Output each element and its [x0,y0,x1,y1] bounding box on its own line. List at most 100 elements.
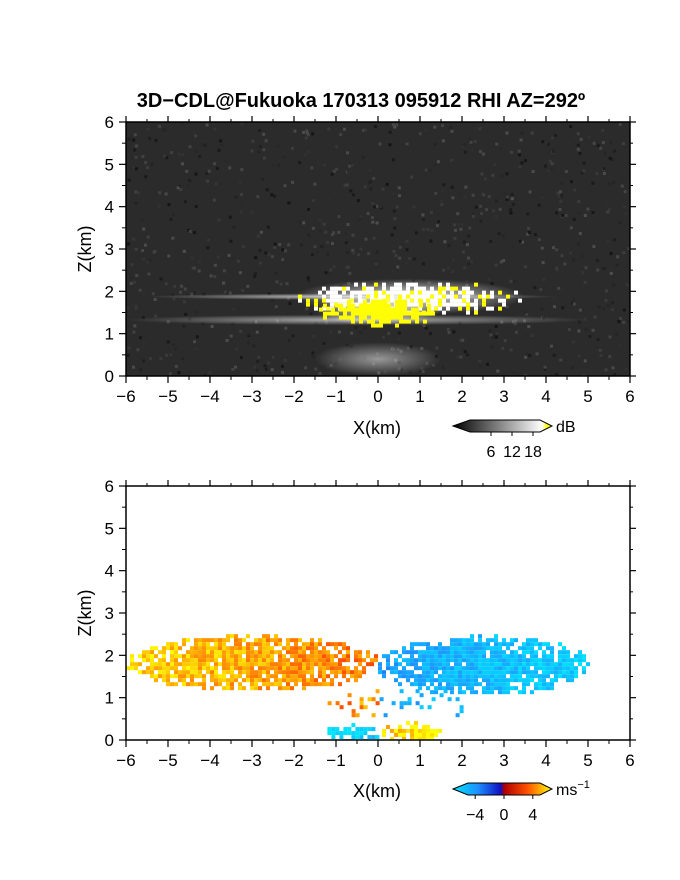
noise-speck [349,189,353,193]
echo-pixel [351,315,355,320]
noise-speck [433,125,437,129]
velocity-pixel [182,682,186,687]
velocity-pixel [294,650,298,655]
noise-speck [576,147,580,151]
velocity-pixel [502,670,506,675]
velocity-pixel [399,705,404,710]
velocity-pixel [190,670,194,675]
noise-speck [608,355,612,359]
velocity-pixel [142,658,146,663]
noise-speck [450,129,454,133]
velocity-pixel [206,658,210,663]
velocity-pixel [410,728,414,733]
noise-speck [564,170,568,174]
velocity-pixel [378,670,382,675]
noise-speck [412,205,416,209]
velocity-pixel [462,638,466,643]
velocity-pixel [326,650,330,655]
velocity-pixel [370,658,374,663]
velocity-pixel [418,678,422,683]
velocity-pixel [322,682,326,687]
echo-pixel [422,290,426,295]
velocity-pixel [202,650,206,655]
velocity-pixel [534,666,538,671]
velocity-pixel [186,662,190,667]
noise-speck [206,179,210,183]
noise-speck [390,233,394,237]
noise-speck [132,280,136,284]
echo-pixel [383,303,387,308]
noise-speck [424,128,428,132]
velocity-pixel [214,654,218,659]
velocity-pixel [298,674,302,679]
velocity-pixel [182,658,186,663]
x-tick-label: 6 [625,387,634,406]
noise-speck [466,353,470,357]
y-tick-label: 4 [105,562,114,581]
velocity-pixel [430,658,434,663]
velocity-pixel [218,642,222,647]
noise-speck [478,127,482,131]
noise-speck [368,180,372,184]
velocity-pixel [442,662,446,667]
velocity-pixel [142,670,146,675]
velocity-pixel [446,658,450,663]
velocity-pixel [230,662,234,667]
noise-speck [397,186,401,190]
velocity-pixel [166,674,170,679]
velocity-pixel [434,678,438,683]
velocity-pixel [546,682,550,687]
velocity-pixel [486,642,490,647]
velocity-pixel [490,646,494,651]
velocity-pixel [218,678,222,683]
velocity-pixel [194,638,198,643]
velocity-pixel [458,666,462,671]
velocity-pixel [202,674,206,679]
velocity-pixel [234,642,238,647]
noise-speck [181,356,185,360]
velocity-pixel [162,678,166,683]
velocity-pixel [282,670,286,675]
echo-pixel [438,282,442,287]
velocity-pixel [482,662,486,667]
velocity-pixel [414,720,418,725]
velocity-pixel [230,650,234,655]
echo-pixel [427,307,431,312]
velocity-pixel [274,670,278,675]
velocity-pixel [238,670,242,675]
noise-speck [569,125,573,129]
velocity-pixel [234,638,238,643]
velocity-pixel [470,678,474,683]
velocity-pixel [310,642,314,647]
velocity-pixel [510,654,514,659]
noise-speck [572,217,576,221]
noise-speck [624,367,628,371]
velocity-pixel [438,646,442,651]
velocity-pixel [318,662,322,667]
noise-speck [563,262,567,266]
echo-pixel [343,315,347,320]
velocity-pixel [134,662,138,667]
velocity-pixel [174,674,178,679]
velocity-pixel [442,658,446,663]
noise-speck [146,260,150,264]
y-tick-label: 3 [105,604,114,623]
velocity-pixel [534,686,538,691]
noise-speck [126,306,130,310]
velocity-pixel [410,642,414,647]
noise-speck [381,187,385,191]
velocity-pixel [494,666,498,671]
noise-speck [446,266,450,270]
velocity-pixel [206,646,210,651]
noise-speck [287,243,291,247]
y-tick-label: 6 [105,477,114,496]
echo-pixel [374,282,378,287]
noise-speck [398,256,402,260]
echo-pixel [351,311,355,316]
velocity-pixel [546,646,550,651]
noise-speck [465,279,469,283]
velocity-pixel [318,638,322,643]
velocity-pixel [214,638,218,643]
noise-speck [180,122,184,126]
